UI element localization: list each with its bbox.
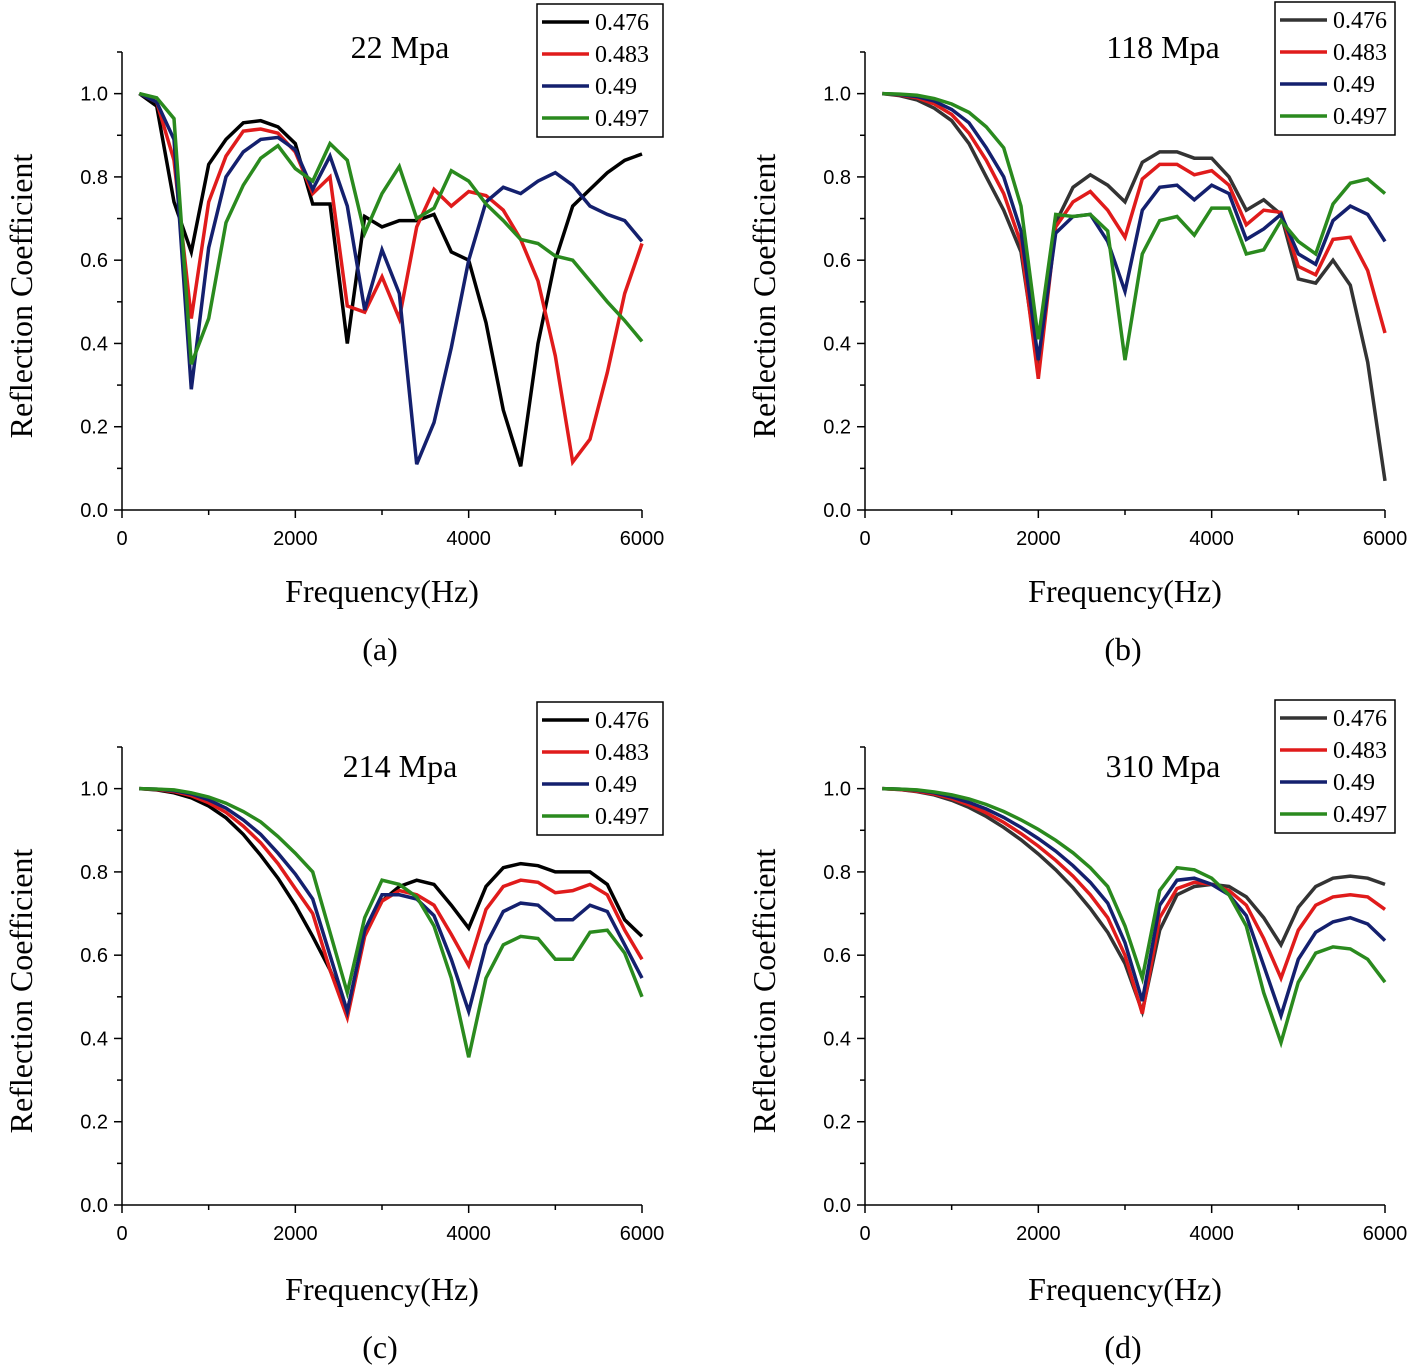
legend-box (536, 3, 664, 138)
x-tick-label: 0 (859, 1223, 870, 1245)
y-tick-label: 0.2 (823, 1112, 851, 1134)
x-tick-label: 0 (116, 528, 127, 550)
y-tick-label: 0.0 (823, 1195, 851, 1217)
x-tick-label: 4000 (1189, 1223, 1234, 1245)
legend: 0.476 0.483 0.49 0.497 (1274, 699, 1396, 834)
panel-label: (a) (362, 631, 398, 667)
y-tick-label: 0.2 (823, 417, 851, 439)
chart-panel-4: 0 2000 4000 6000 0.0 0.2 0.4 0.6 0.8 1.0 Frequency… (746, 699, 1408, 1365)
y-tick-label: 0.6 (823, 945, 851, 967)
x-tick-label: 6000 (1363, 1223, 1408, 1245)
x-axis-title: Frequency(Hz) (285, 1271, 479, 1307)
y-axis-title: Reflection Coefficient (746, 154, 782, 439)
x-tick-label: 2000 (273, 1223, 318, 1245)
legend-box (1274, 1, 1396, 136)
y-tick-label: 1.0 (80, 84, 108, 106)
series-line-0.497 (882, 786, 1387, 1049)
legend-label: 0.476 (595, 10, 649, 36)
y-tick-label: 0.8 (80, 167, 108, 189)
y-tick-label: 1.0 (823, 779, 851, 801)
series-line-0.497 (138, 91, 644, 365)
y-tick-label: 0.0 (823, 500, 851, 522)
panel-label: (c) (362, 1329, 398, 1365)
x-tick-label: 0 (116, 1223, 127, 1245)
legend-label: 0.49 (1333, 770, 1375, 796)
legend-label: 0.483 (1333, 40, 1387, 66)
x-axis-title: Frequency(Hz) (1028, 573, 1222, 609)
y-axis-title: Reflection Coefficient (746, 849, 782, 1134)
y-tick-label: 1.0 (80, 779, 108, 801)
series-line-0.49 (139, 786, 644, 1019)
x-tick-label: 2000 (273, 528, 318, 550)
y-tick-label: 0.2 (80, 417, 108, 439)
legend-label: 0.476 (1333, 706, 1387, 732)
x-tick-label: 6000 (620, 528, 665, 550)
chart-panel-1: 0 2000 4000 6000 0.0 0.2 0.4 0.6 0.8 1.0 Frequency… (3, 3, 665, 667)
legend-label: 0.483 (1333, 738, 1387, 764)
legend-label: 0.49 (595, 74, 637, 100)
series-line-0.483 (882, 91, 1387, 380)
y-tick-label: 0.8 (80, 862, 108, 884)
chart-title: 22 Mpa (351, 29, 450, 65)
chart-title: 118 Mpa (1106, 29, 1219, 65)
panel-label: (b) (1104, 631, 1141, 667)
x-tick-label: 6000 (620, 1223, 665, 1245)
legend-label: 0.476 (595, 708, 649, 734)
y-tick-label: 0.2 (80, 1112, 108, 1134)
series-line-0.49 (138, 92, 644, 465)
y-tick-label: 0.0 (80, 500, 108, 522)
series-line-0.49 (882, 786, 1387, 1022)
x-axis-title: Frequency(Hz) (285, 573, 479, 609)
legend: 0.476 0.483 0.49 0.497 (536, 3, 664, 138)
legend-label: 0.49 (595, 772, 637, 798)
legend-label: 0.483 (595, 740, 649, 766)
series-line-0.483 (882, 786, 1387, 1014)
chart-title: 310 Mpa (1106, 748, 1221, 784)
series-line-0.476 (138, 92, 643, 467)
x-tick-label: 4000 (1189, 528, 1234, 550)
chart-title: 214 Mpa (343, 748, 458, 784)
x-tick-label: 4000 (446, 1223, 491, 1245)
x-tick-label: 2000 (1016, 528, 1061, 550)
legend-label: 0.497 (1333, 104, 1387, 130)
legend: 0.476 0.483 0.49 0.497 (536, 701, 664, 836)
x-tick-label: 0 (859, 528, 870, 550)
y-axis-title: Reflection Coefficient (3, 849, 39, 1134)
legend: 0.476 0.483 0.49 0.497 (1274, 1, 1396, 136)
legend-box (1274, 699, 1396, 834)
y-tick-label: 0.6 (80, 250, 108, 272)
x-tick-label: 2000 (1016, 1223, 1061, 1245)
y-axis-title: Reflection Coefficient (3, 154, 39, 439)
y-tick-label: 0.0 (80, 1195, 108, 1217)
chart-panel-3: 0 2000 4000 6000 0.0 0.2 0.4 0.6 0.8 1.0 Frequency… (3, 701, 665, 1365)
x-tick-label: 6000 (1363, 528, 1408, 550)
legend-box (536, 701, 664, 836)
y-tick-label: 0.4 (823, 1028, 851, 1050)
legend-label: 0.497 (595, 106, 649, 132)
y-tick-label: 0.4 (80, 1028, 108, 1050)
chart-panel-2: 0 2000 4000 6000 0.0 0.2 0.4 0.6 0.8 1.0 Frequency… (746, 1, 1408, 667)
legend-label: 0.483 (595, 42, 649, 68)
panel-label: (d) (1104, 1329, 1141, 1365)
series-line-0.476 (882, 91, 1387, 482)
y-tick-label: 0.6 (80, 945, 108, 967)
series-line-0.497 (139, 786, 644, 1058)
legend-label: 0.476 (1333, 8, 1387, 34)
series-line-0.49 (882, 91, 1387, 361)
y-tick-label: 0.8 (823, 167, 851, 189)
x-tick-label: 4000 (446, 528, 491, 550)
series-line-0.497 (882, 91, 1387, 361)
legend-label: 0.497 (1333, 802, 1387, 828)
legend-label: 0.49 (1333, 72, 1375, 98)
y-tick-label: 0.4 (823, 333, 851, 355)
y-tick-label: 1.0 (823, 84, 851, 106)
series-line-0.483 (138, 92, 644, 467)
y-tick-label: 0.8 (823, 862, 851, 884)
legend-label: 0.497 (595, 804, 649, 830)
y-tick-label: 0.6 (823, 250, 851, 272)
y-tick-label: 0.4 (80, 333, 108, 355)
x-axis-title: Frequency(Hz) (1028, 1271, 1222, 1307)
